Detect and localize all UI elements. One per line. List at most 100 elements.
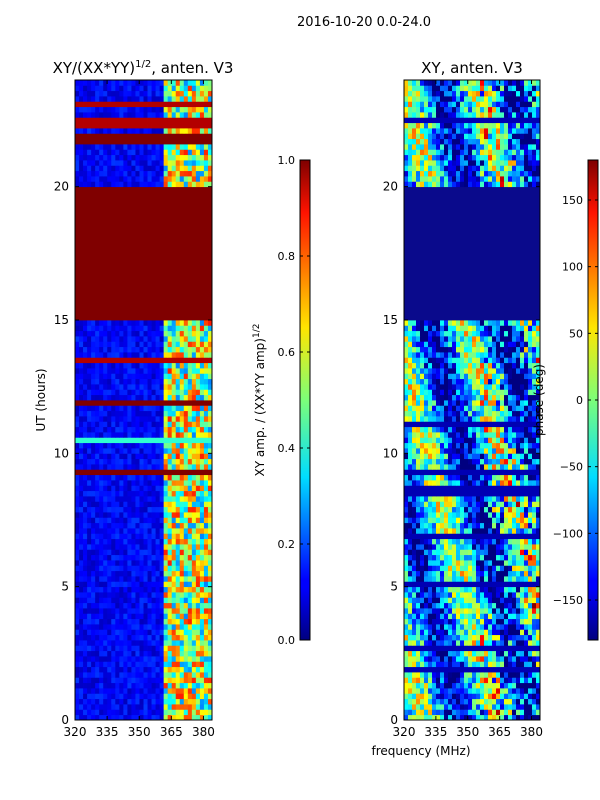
- heatmap-cell: [452, 672, 457, 678]
- heatmap-cell: [87, 90, 92, 97]
- heatmap-cell: [452, 469, 457, 476]
- heatmap-row-saturated: [75, 277, 212, 284]
- heatmap-cell: [167, 432, 173, 438]
- heatmap-cell: [127, 458, 132, 465]
- heatmap-cell: [163, 496, 169, 502]
- heatmap-cell: [115, 586, 120, 593]
- heatmap-cell: [179, 506, 185, 513]
- heatmap-cell: [492, 576, 497, 582]
- heatmap-cell: [147, 117, 152, 124]
- heatmap-cell: [83, 170, 88, 177]
- heatmap-cell: [436, 512, 441, 518]
- heatmap-cell: [207, 714, 213, 721]
- heatmap-cell: [187, 586, 193, 593]
- heatmap-cell: [95, 501, 100, 508]
- heatmap-cell: [183, 496, 189, 502]
- heatmap-cell: [504, 698, 509, 705]
- heatmap-cell: [127, 485, 132, 492]
- heatmap-cell: [412, 645, 417, 652]
- heatmap-cell: [131, 112, 136, 118]
- heatmap-cell: [516, 437, 521, 444]
- heatmap-cell: [115, 181, 120, 188]
- heatmap-cell: [436, 581, 441, 588]
- heatmap-cell: [159, 389, 165, 396]
- heatmap-cell: [199, 394, 205, 401]
- heatmap-cell: [103, 101, 108, 108]
- heatmap-cell: [139, 586, 144, 593]
- heatmap-cell: [75, 592, 80, 598]
- heatmap-cell: [504, 576, 509, 582]
- heatmap-cell: [139, 512, 144, 518]
- heatmap-cell: [155, 485, 161, 492]
- heatmap-cell: [171, 677, 177, 684]
- heatmap-cell: [207, 426, 213, 433]
- heatmap-cell: [500, 528, 505, 534]
- heatmap-cell: [143, 592, 148, 598]
- heatmap-cell: [404, 560, 409, 566]
- heatmap-cell: [195, 645, 201, 652]
- heatmap-cell: [524, 512, 529, 518]
- heatmap-cell: [183, 512, 189, 518]
- heatmap-cell: [135, 613, 140, 620]
- heatmap-cell: [147, 405, 152, 412]
- heatmap-cell: [155, 464, 161, 470]
- heatmap-cell: [103, 330, 108, 337]
- heatmap-cell: [111, 709, 116, 716]
- heatmap-cell: [183, 597, 189, 604]
- heatmap-cell: [79, 474, 84, 481]
- heatmap-cell: [420, 448, 425, 454]
- heatmap-cell: [91, 576, 96, 582]
- heatmap-cell: [123, 453, 128, 460]
- heatmap-cell: [119, 170, 124, 177]
- heatmap-cell: [500, 506, 505, 513]
- heatmap-cell: [167, 464, 173, 470]
- heatmap-cell: [111, 650, 116, 657]
- heatmap-cell: [500, 709, 505, 716]
- heatmap-cell: [131, 714, 136, 721]
- heatmap-cell: [107, 357, 112, 364]
- heatmap-cell: [115, 538, 120, 545]
- heatmap-cell: [119, 570, 124, 577]
- heatmap-cell: [508, 586, 513, 593]
- heatmap-cell: [79, 421, 84, 428]
- heatmap-cell: [95, 149, 100, 156]
- heatmap-cell: [440, 469, 445, 476]
- heatmap-cell: [187, 378, 193, 385]
- heatmap-cell: [476, 437, 481, 444]
- heatmap-cell: [75, 122, 80, 129]
- heatmap-cell: [111, 453, 116, 460]
- heatmap-cell: [139, 629, 144, 636]
- heatmap-cell: [127, 165, 132, 172]
- heatmap-cell: [75, 453, 80, 460]
- heatmap-cell: [163, 176, 169, 182]
- heatmap-cell: [444, 506, 449, 513]
- heatmap-cell: [424, 554, 429, 561]
- heatmap-cell: [171, 624, 177, 630]
- heatmap-cell: [151, 421, 156, 428]
- heatmap-cell: [119, 85, 124, 92]
- heatmap-cell: [203, 501, 209, 508]
- heatmap-cell: [528, 570, 533, 577]
- heatmap-cell: [496, 666, 501, 673]
- heatmap-cell: [183, 576, 189, 582]
- heatmap-cell: [195, 421, 201, 428]
- heatmap-cell: [464, 517, 469, 524]
- heatmap-cell: [504, 496, 509, 502]
- heatmap-cell: [480, 682, 485, 689]
- heatmap-cell: [191, 474, 197, 481]
- heatmap-cell: [528, 560, 533, 566]
- heatmap-cell: [179, 352, 185, 358]
- heatmap-cell: [155, 682, 161, 689]
- heatmap-cell: [131, 160, 136, 166]
- heatmap-cell: [147, 352, 152, 358]
- heatmap-cell: [123, 426, 128, 433]
- heatmap-cell: [448, 570, 453, 577]
- heatmap-cell: [143, 629, 148, 636]
- heatmap-cell: [111, 581, 116, 588]
- heatmap-cell: [436, 629, 441, 636]
- heatmap-cell: [147, 704, 152, 710]
- heatmap-cell: [488, 554, 493, 561]
- heatmap-cell: [179, 410, 185, 417]
- heatmap-cell: [167, 624, 173, 630]
- heatmap-cell: [127, 384, 132, 390]
